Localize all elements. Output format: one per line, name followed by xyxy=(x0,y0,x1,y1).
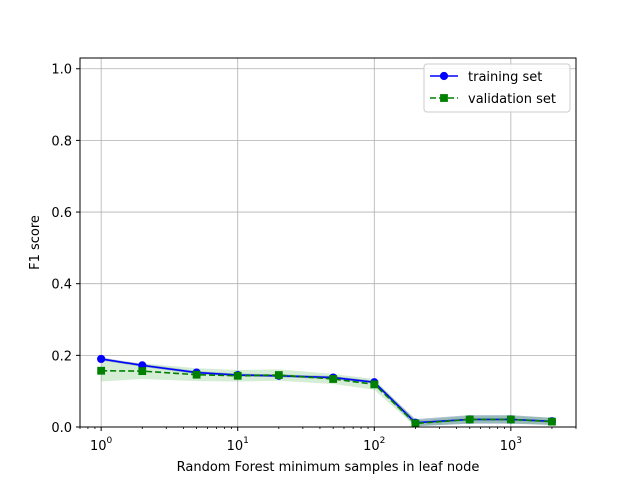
point-training-set xyxy=(97,354,106,364)
series-layer xyxy=(97,354,557,428)
y-tick-label: 1.0 xyxy=(51,63,72,78)
y-tick-label: 0.2 xyxy=(51,349,72,364)
legend-label-validation-set: validation set xyxy=(468,92,556,107)
series-validation-set xyxy=(97,366,556,428)
point-validation-set xyxy=(506,415,515,424)
y-tick-label: 0.8 xyxy=(51,134,72,149)
legend-marker-validation-set xyxy=(440,94,448,102)
line-validation-set xyxy=(101,369,552,425)
legend-marker-training-set xyxy=(439,71,449,81)
point-validation-set xyxy=(329,375,338,383)
y-tick-label: 0.0 xyxy=(51,421,72,436)
legend-label-training-set: training set xyxy=(468,70,542,85)
point-validation-set xyxy=(274,371,283,379)
y-tick-label: 0.4 xyxy=(51,278,72,293)
legend-item-validation-set: validation set xyxy=(430,92,556,107)
band-validation-set xyxy=(101,360,552,427)
point-validation-set xyxy=(138,367,147,376)
point-validation-set xyxy=(233,371,242,380)
plot-frame xyxy=(79,57,577,428)
point-validation-set xyxy=(370,380,379,389)
y-axis-label: F1 score xyxy=(28,215,43,270)
y-tick-label: 0.6 xyxy=(51,206,72,221)
legend: training set validation set xyxy=(423,63,571,113)
point-validation-set xyxy=(465,415,474,424)
x-axis-label: Random Forest minimum samples in leaf no… xyxy=(177,460,480,475)
point-validation-set xyxy=(411,419,420,428)
legend-box xyxy=(423,63,571,113)
point-validation-set xyxy=(97,366,106,375)
legend-item-training-set: training set xyxy=(430,70,542,85)
point-validation-set xyxy=(192,370,201,379)
point-validation-set xyxy=(548,417,556,426)
